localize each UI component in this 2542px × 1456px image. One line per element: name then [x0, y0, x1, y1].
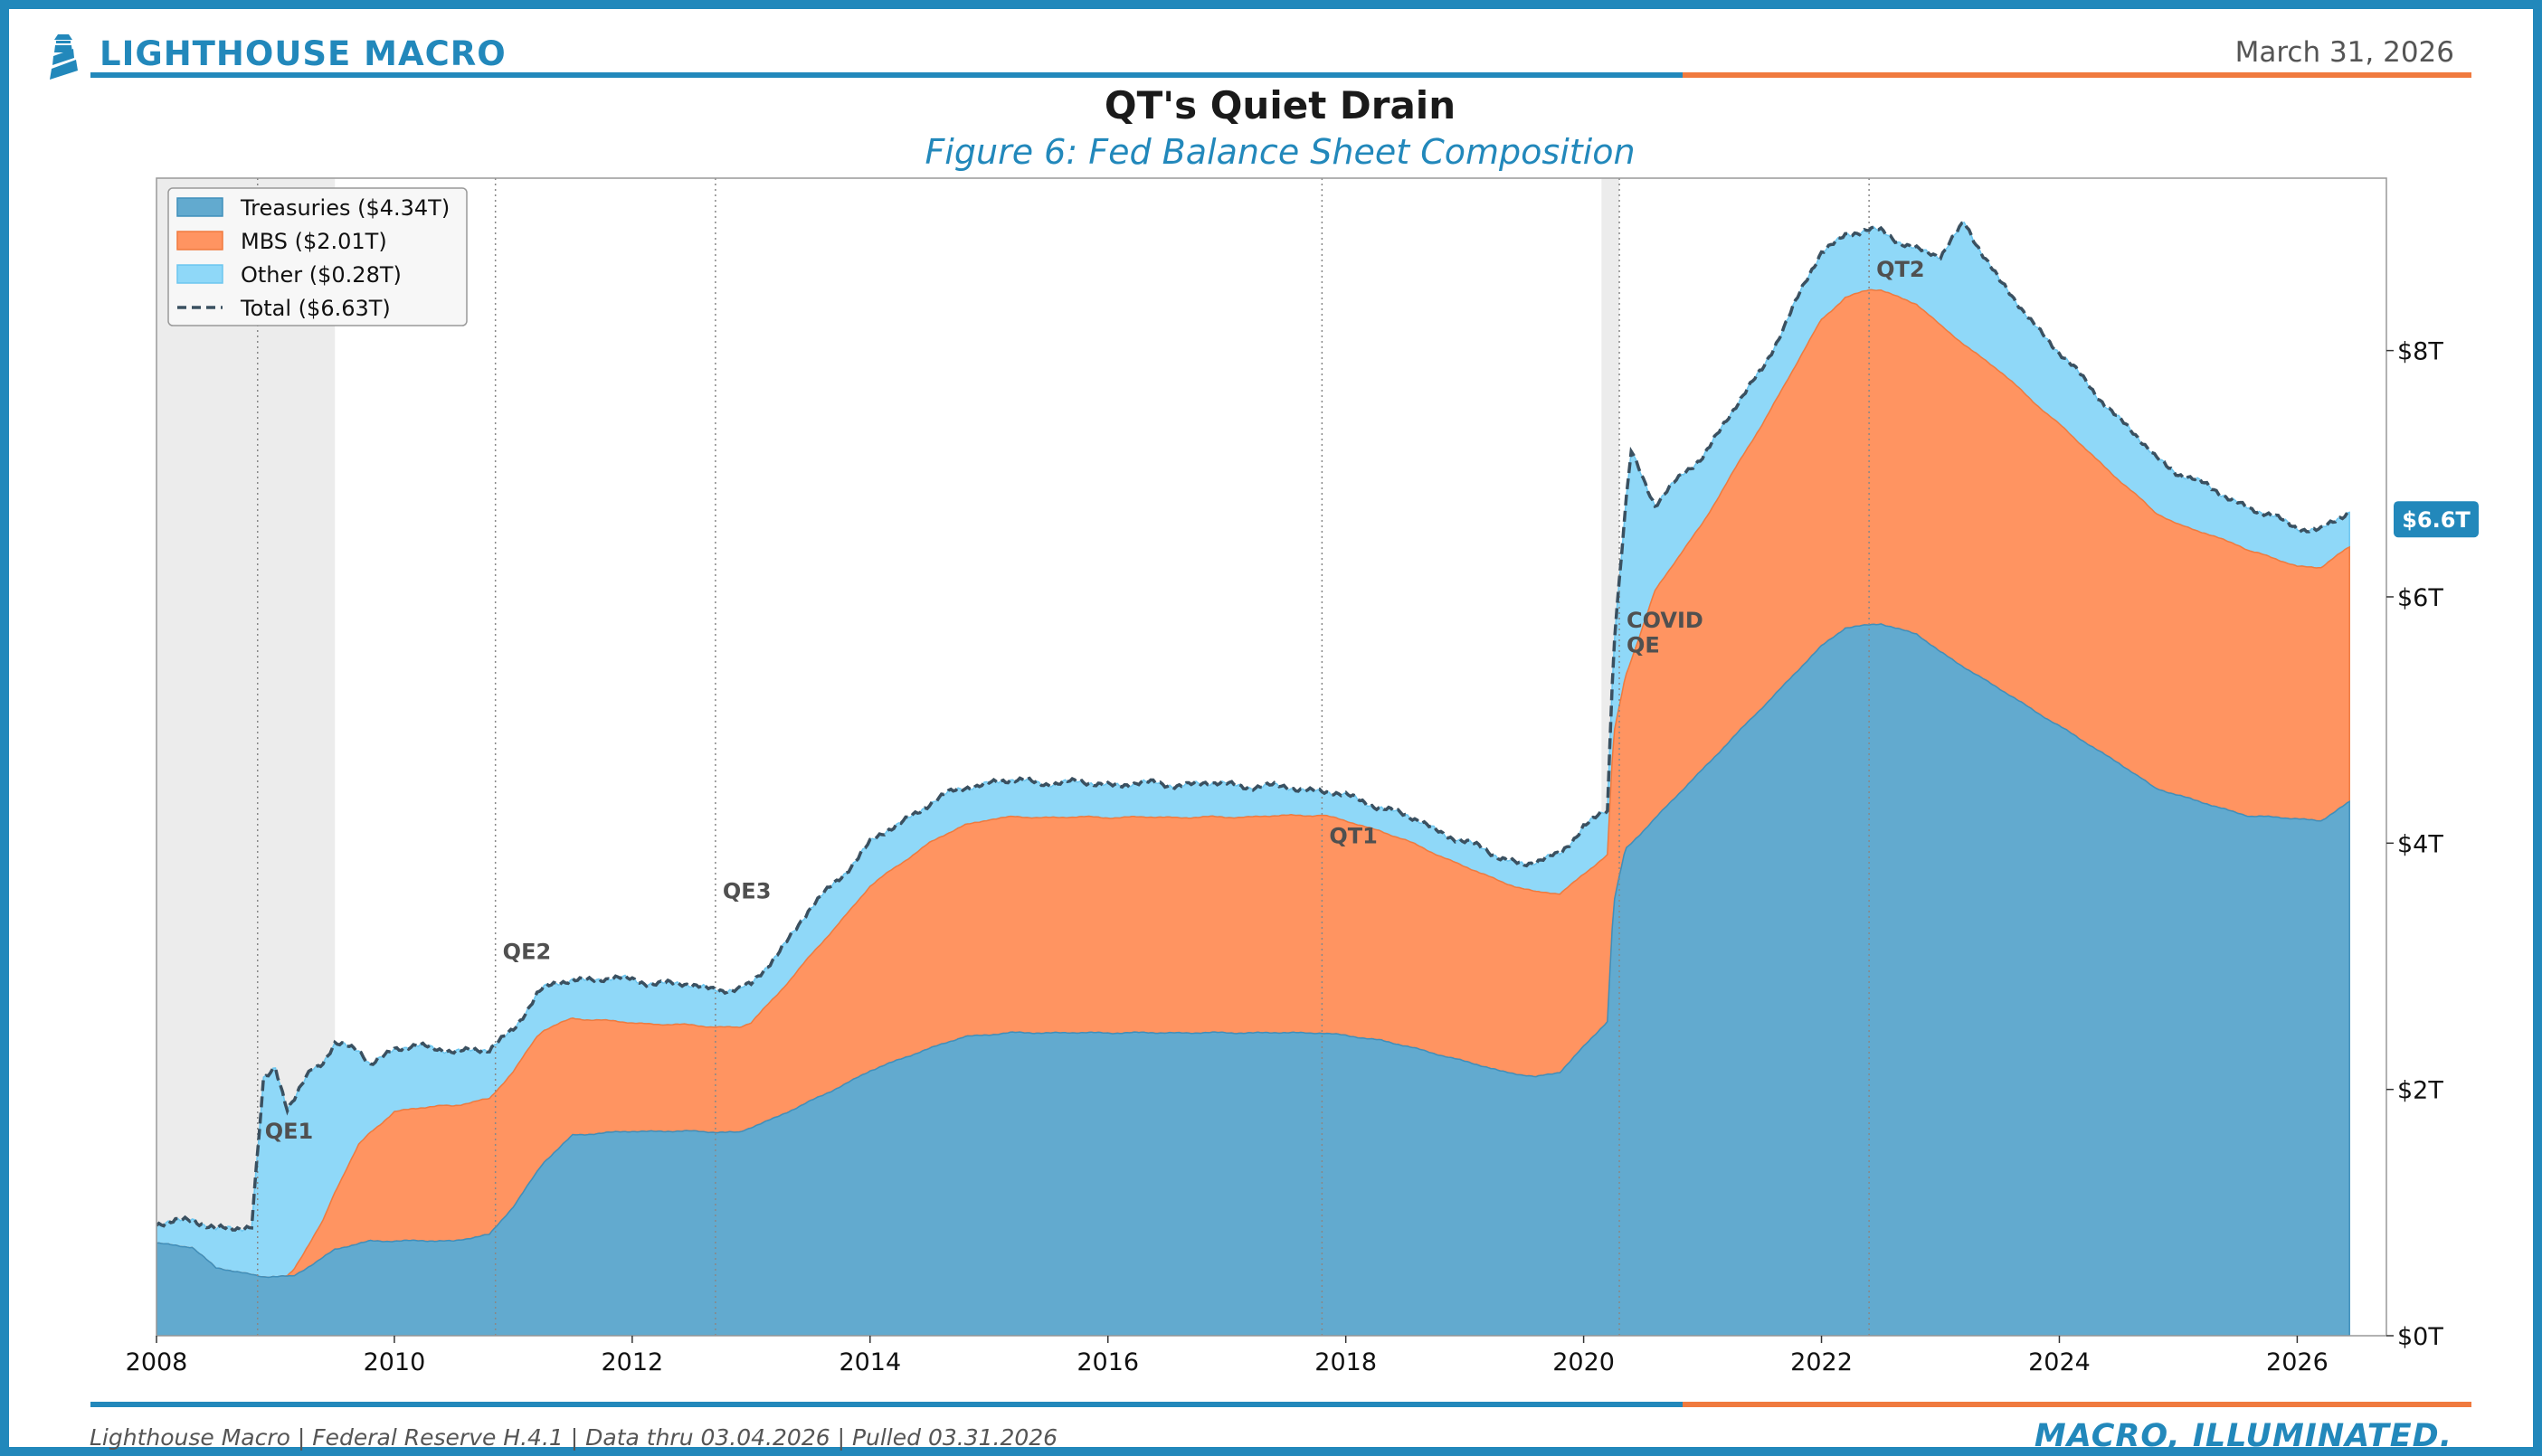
- plot-border: [156, 177, 2387, 1337]
- x-tick-label: 2016: [1077, 1348, 1139, 1376]
- area-treasuries: [157, 623, 2350, 1336]
- tagline: MACRO, ILLUMINATED.: [2034, 1418, 2452, 1454]
- x-tick-label: 2022: [1790, 1348, 1853, 1376]
- chart-subtitle: Figure 6: Fed Balance Sheet Composition: [925, 132, 1636, 172]
- end-value-label: $6.6T: [2402, 507, 2471, 533]
- y-tick-label: $6T: [2397, 584, 2443, 612]
- legend-swatch-treasuries: [176, 197, 223, 217]
- legend-swatch-mbs: [176, 231, 223, 251]
- event-label: QE3: [723, 879, 772, 904]
- x-tick-label: 2008: [126, 1348, 188, 1376]
- x-tick-label: 2012: [602, 1348, 664, 1376]
- event-label: COVID: [1627, 608, 1703, 633]
- event-label: QT2: [1876, 257, 1924, 282]
- y-tick-label: $0T: [2397, 1323, 2443, 1351]
- lighthouse-icon: [50, 34, 78, 80]
- legend-label: Total ($6.63T): [240, 296, 391, 321]
- end-value-badge: [2394, 501, 2479, 538]
- y-tick-label: $4T: [2397, 830, 2443, 858]
- source-note: Lighthouse Macro | Federal Reserve H.4.1…: [90, 1424, 1058, 1451]
- event-label: QT1: [1329, 823, 1377, 848]
- x-tick-label: 2026: [2266, 1348, 2329, 1376]
- legend-swatch-other: [176, 264, 223, 284]
- event-label: QE2: [503, 939, 552, 964]
- x-tick-label: 2024: [2028, 1348, 2091, 1376]
- y-tick-label: $2T: [2397, 1077, 2443, 1105]
- x-tick-label: 2014: [839, 1348, 901, 1376]
- legend-label: Other ($0.28T): [241, 262, 402, 288]
- event-label: QE: [1627, 632, 1660, 657]
- legend-label: MBS ($2.01T): [241, 229, 387, 254]
- brand-name: LIGHTHOUSE MACRO: [100, 34, 507, 73]
- footer-rule-blue: [90, 1402, 1683, 1407]
- chart-title: QT's Quiet Drain: [1104, 83, 1456, 128]
- footer-rule-orange: [1683, 1402, 2471, 1407]
- x-tick-label: 2010: [364, 1348, 426, 1376]
- report-date: March 31, 2026: [2234, 36, 2454, 69]
- x-tick-label: 2020: [1552, 1348, 1615, 1376]
- event-label: QE1: [265, 1119, 314, 1144]
- legend-label: Treasuries ($4.34T): [240, 195, 450, 221]
- header-rule-blue: [90, 72, 1683, 78]
- legend-box: [167, 187, 468, 326]
- total-line: [157, 220, 2350, 1234]
- x-tick-label: 2018: [1314, 1348, 1377, 1376]
- header-rule-orange: [1683, 72, 2471, 78]
- y-tick-label: $8T: [2397, 338, 2443, 366]
